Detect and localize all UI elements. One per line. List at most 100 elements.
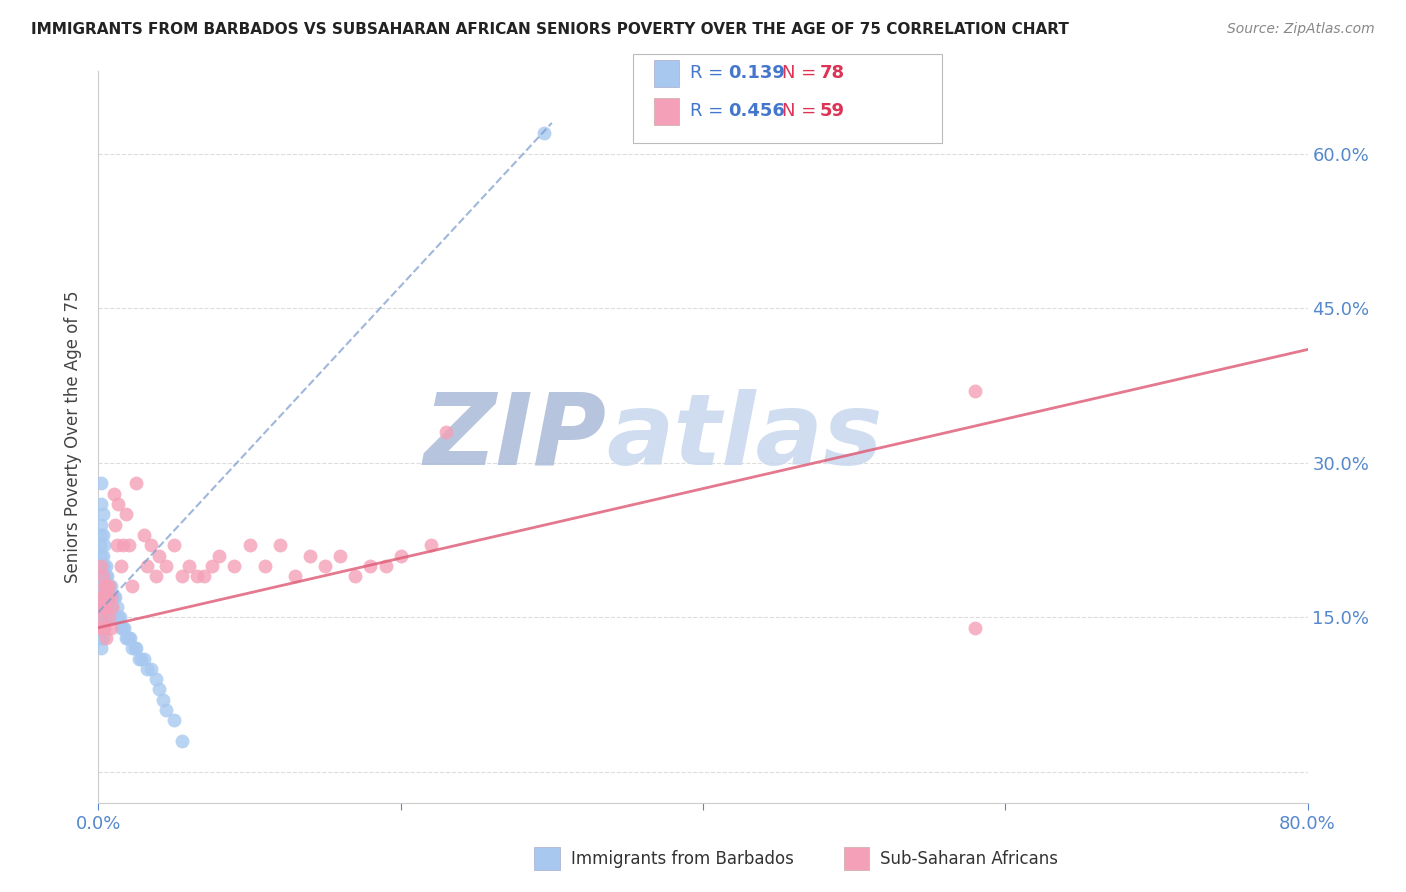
Point	[148, 549, 170, 563]
Point	[93, 538, 115, 552]
Point	[91, 631, 114, 645]
Point	[98, 610, 121, 624]
Point	[239, 538, 262, 552]
Point	[100, 590, 122, 604]
Point	[91, 610, 114, 624]
Point	[94, 569, 117, 583]
Point	[107, 610, 129, 624]
Point	[91, 590, 114, 604]
Point	[101, 600, 124, 615]
Point	[91, 508, 114, 522]
Point	[91, 569, 114, 583]
Point	[93, 569, 115, 583]
Text: 0.139: 0.139	[728, 64, 785, 82]
Point	[163, 538, 186, 552]
Point	[170, 569, 193, 583]
Point	[89, 631, 111, 645]
Point	[118, 631, 141, 645]
Point	[93, 579, 115, 593]
Point	[128, 651, 150, 665]
Point	[125, 476, 148, 491]
Text: Immigrants from Barbados: Immigrants from Barbados	[571, 850, 794, 868]
Point	[179, 558, 201, 573]
Point	[93, 600, 115, 615]
Point	[141, 538, 163, 552]
Point	[89, 621, 111, 635]
Point	[145, 672, 167, 686]
Point	[120, 631, 142, 645]
Point	[90, 641, 112, 656]
Point	[94, 610, 117, 624]
Point	[91, 621, 114, 635]
Point	[420, 538, 443, 552]
Point	[269, 538, 291, 552]
Point	[170, 734, 193, 748]
Point	[90, 528, 112, 542]
Point	[329, 549, 352, 563]
Point	[90, 549, 112, 563]
Point	[104, 610, 127, 624]
Point	[100, 621, 122, 635]
Point	[121, 579, 143, 593]
Text: 0.456: 0.456	[728, 103, 785, 120]
Point	[118, 538, 141, 552]
Point	[90, 558, 112, 573]
Text: IMMIGRANTS FROM BARBADOS VS SUBSAHARAN AFRICAN SENIORS POVERTY OVER THE AGE OF 7: IMMIGRANTS FROM BARBADOS VS SUBSAHARAN A…	[31, 22, 1069, 37]
Point	[115, 631, 138, 645]
Point	[299, 549, 322, 563]
Point	[94, 590, 117, 604]
Point	[533, 126, 555, 140]
Point	[89, 538, 111, 552]
Point	[111, 538, 134, 552]
Point	[145, 569, 167, 583]
Point	[104, 517, 127, 532]
Point	[132, 651, 155, 665]
Point	[100, 579, 122, 593]
Point	[434, 425, 457, 439]
Point	[96, 569, 118, 583]
Point	[374, 558, 396, 573]
Point	[90, 590, 112, 604]
Point	[91, 549, 114, 563]
Point	[94, 600, 117, 615]
Point	[91, 528, 114, 542]
Point	[90, 590, 112, 604]
Y-axis label: Seniors Poverty Over the Age of 75: Seniors Poverty Over the Age of 75	[65, 291, 83, 583]
Point	[90, 569, 112, 583]
Point	[163, 714, 186, 728]
Point	[103, 590, 125, 604]
Point	[114, 631, 136, 645]
Text: R =: R =	[690, 103, 730, 120]
Text: N =: N =	[782, 103, 821, 120]
Point	[129, 651, 152, 665]
Point	[125, 641, 148, 656]
Point	[93, 621, 115, 635]
Point	[98, 579, 121, 593]
Point	[98, 579, 121, 593]
Point	[104, 590, 127, 604]
Point	[111, 621, 134, 635]
Point	[91, 590, 114, 604]
Point	[91, 558, 114, 573]
Point	[148, 682, 170, 697]
Point	[100, 610, 122, 624]
Point	[93, 621, 115, 635]
Point	[94, 558, 117, 573]
Point	[121, 641, 143, 656]
Text: R =: R =	[690, 64, 730, 82]
Point	[344, 569, 367, 583]
Point	[152, 693, 174, 707]
Point	[155, 558, 177, 573]
Point	[96, 590, 118, 604]
Point	[208, 549, 231, 563]
Point	[90, 621, 112, 635]
Point	[103, 487, 125, 501]
Point	[112, 621, 135, 635]
Point	[93, 590, 115, 604]
Text: atlas: atlas	[606, 389, 883, 485]
Point	[96, 610, 118, 624]
Point	[201, 558, 224, 573]
Point	[132, 528, 155, 542]
Point	[103, 610, 125, 624]
Text: Sub-Saharan Africans: Sub-Saharan Africans	[880, 850, 1059, 868]
